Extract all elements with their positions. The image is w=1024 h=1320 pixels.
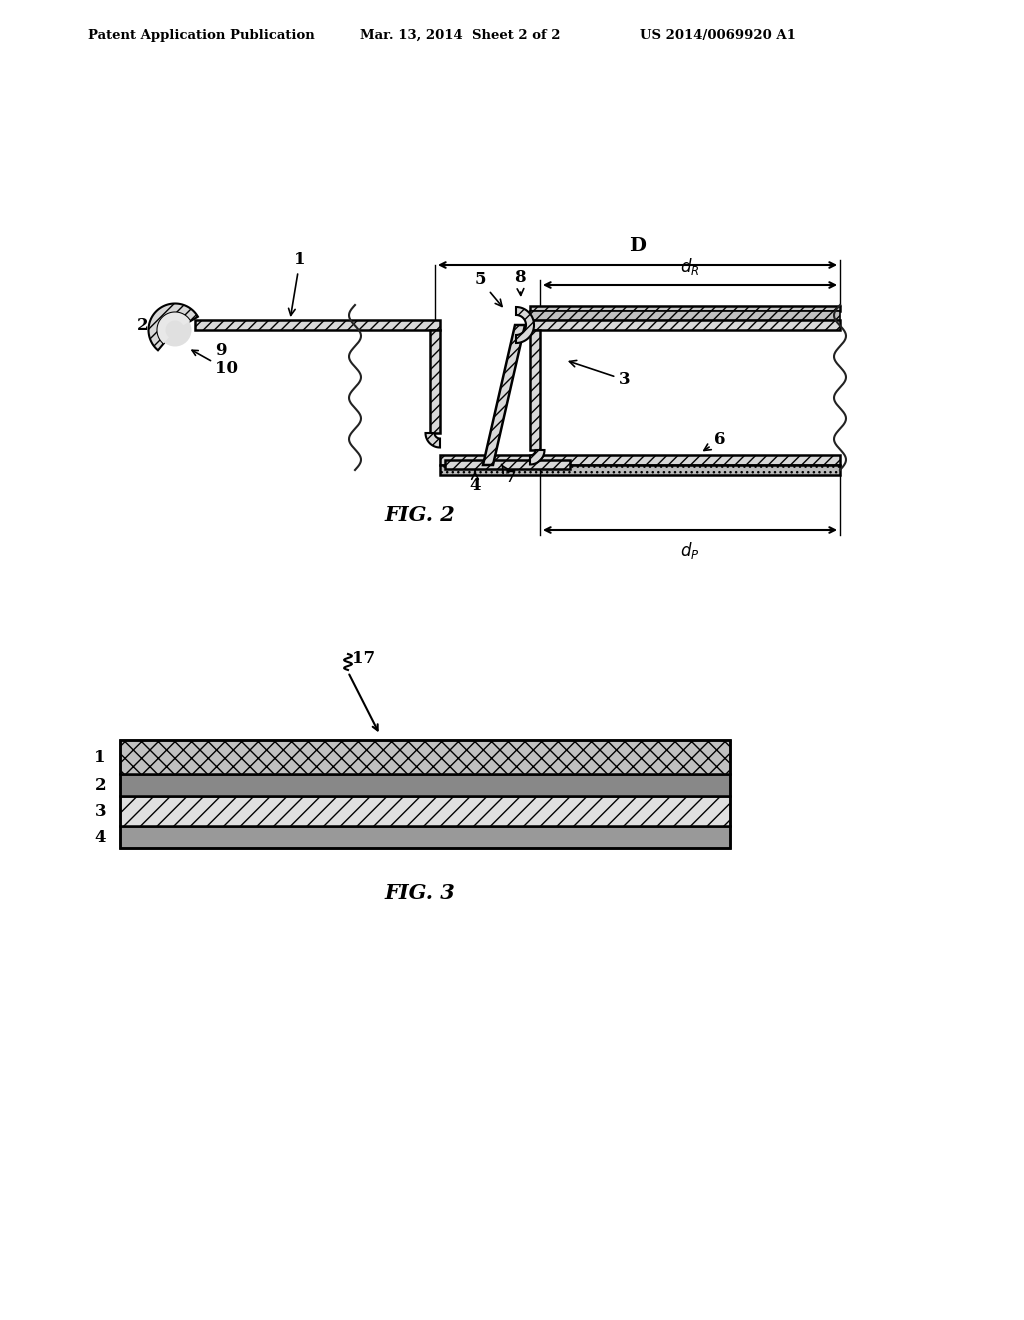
Text: D: D: [629, 238, 646, 255]
Text: Mar. 13, 2014  Sheet 2 of 2: Mar. 13, 2014 Sheet 2 of 2: [360, 29, 560, 41]
Polygon shape: [530, 306, 840, 312]
Polygon shape: [120, 741, 730, 774]
Text: 1: 1: [289, 252, 306, 315]
Polygon shape: [120, 774, 730, 796]
Polygon shape: [516, 308, 534, 343]
Polygon shape: [158, 313, 190, 343]
Text: 6: 6: [703, 432, 726, 450]
Text: FIG. 3: FIG. 3: [385, 883, 456, 903]
Text: 8: 8: [514, 269, 525, 296]
Polygon shape: [195, 319, 440, 330]
Text: 1: 1: [94, 748, 106, 766]
Text: 3: 3: [94, 803, 106, 820]
Text: 10: 10: [215, 360, 238, 378]
Text: 2: 2: [94, 776, 106, 793]
Polygon shape: [426, 433, 440, 447]
Polygon shape: [430, 330, 440, 433]
Polygon shape: [120, 826, 730, 847]
Polygon shape: [440, 455, 840, 465]
Text: $d_P$: $d_P$: [680, 540, 699, 561]
Text: 2: 2: [136, 317, 148, 334]
Polygon shape: [445, 459, 570, 469]
Polygon shape: [530, 319, 840, 330]
Text: US 2014/0069920 A1: US 2014/0069920 A1: [640, 29, 796, 41]
Polygon shape: [120, 796, 730, 826]
Text: 5: 5: [474, 272, 502, 306]
Polygon shape: [148, 304, 198, 350]
Polygon shape: [430, 330, 585, 445]
Text: 4: 4: [469, 471, 480, 494]
Polygon shape: [530, 450, 545, 465]
Text: $d_R$: $d_R$: [680, 256, 699, 277]
Polygon shape: [530, 330, 540, 450]
Circle shape: [159, 314, 191, 346]
Text: 3: 3: [569, 360, 631, 388]
Text: FIG. 2: FIG. 2: [385, 506, 456, 525]
Bar: [120, 741, 730, 847]
Polygon shape: [530, 312, 840, 319]
Text: Patent Application Publication: Patent Application Publication: [88, 29, 314, 41]
Polygon shape: [440, 465, 840, 475]
Text: 9: 9: [215, 342, 226, 359]
Text: 4: 4: [94, 829, 106, 846]
Polygon shape: [483, 325, 525, 465]
Text: 17: 17: [352, 649, 375, 667]
Text: 7: 7: [502, 465, 516, 487]
